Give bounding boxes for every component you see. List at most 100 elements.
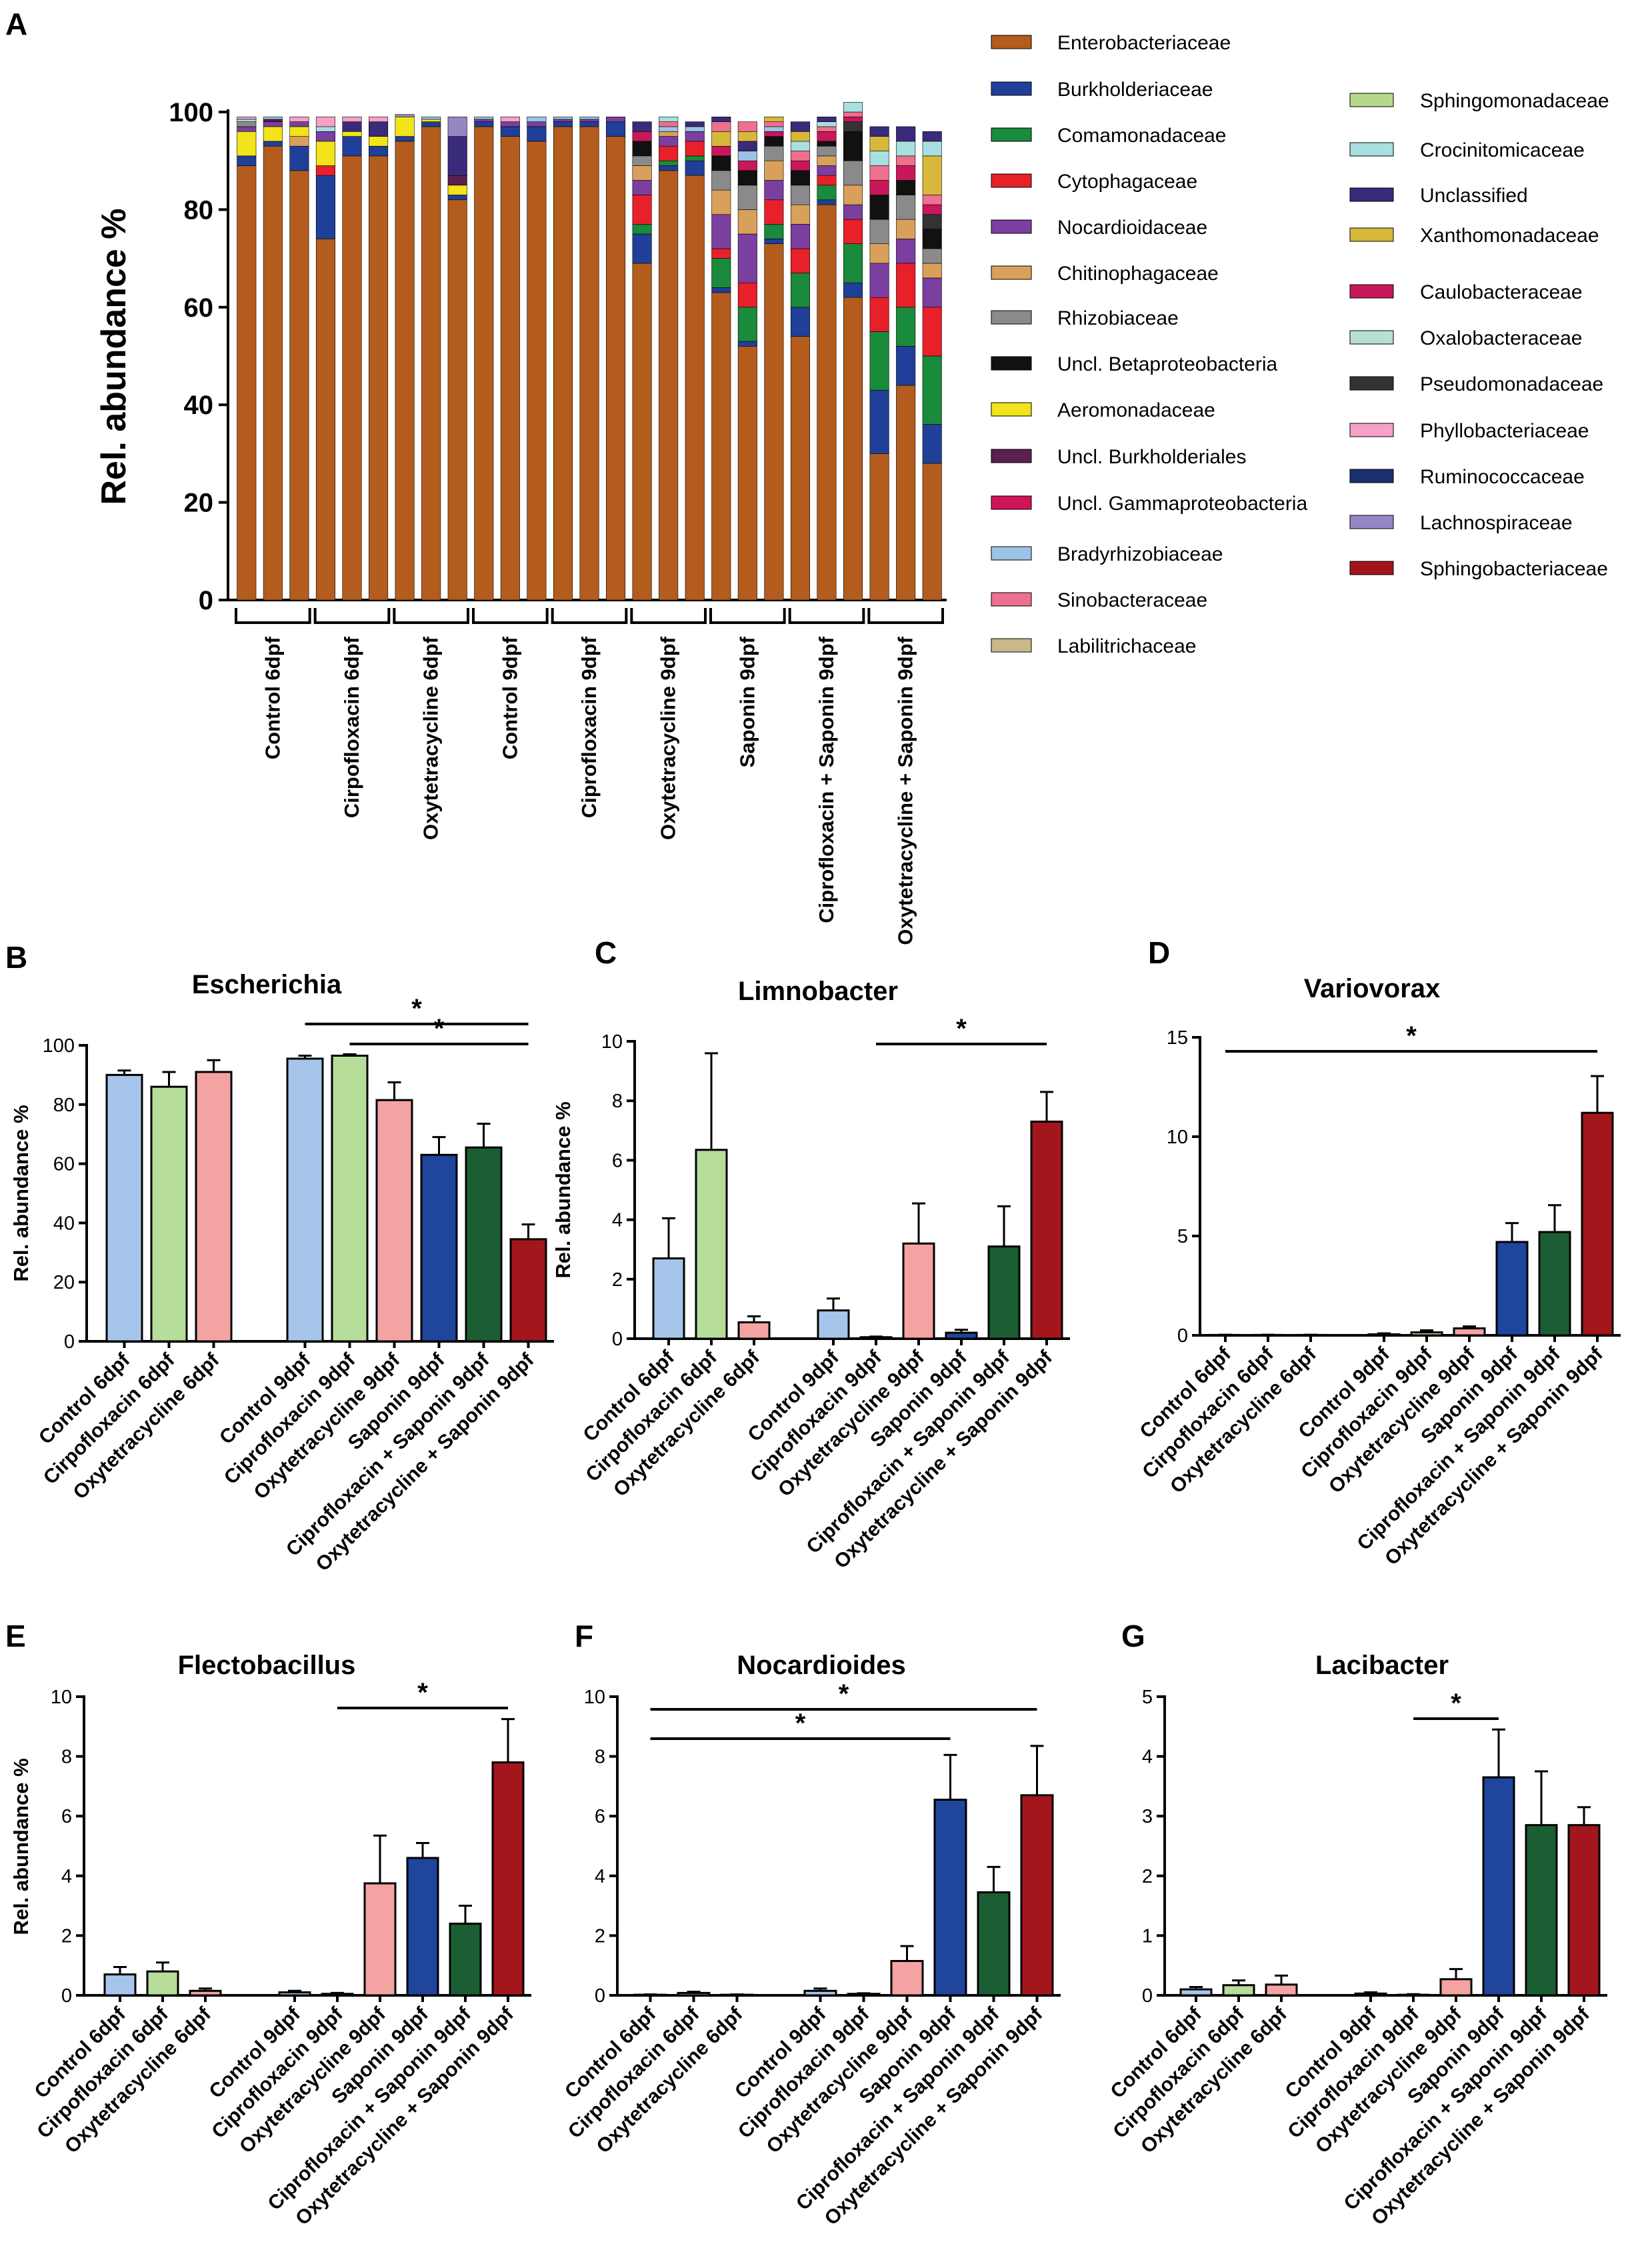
stack-segment-uncl-burkholderiales	[447, 175, 467, 186]
legend-swatch	[1349, 330, 1394, 345]
y-tick-label: 60	[184, 293, 214, 323]
group-bracket	[393, 608, 469, 624]
bar-control-6dpf	[105, 1073, 143, 1343]
significance-star: *	[1451, 1689, 1461, 1718]
bar-cirpofloxacin-6dpf	[150, 1085, 188, 1343]
stack-segment-enterobacteriaceae	[817, 204, 837, 601]
y-tick-label: 10	[51, 1687, 72, 1708]
stack-segment-burkholderiaceae	[711, 287, 731, 293]
stack-segment-rhizobiaceae	[790, 185, 810, 205]
legend-label: Burkholderiaceae	[1057, 79, 1213, 101]
stack-segment-enterobacteriaceae	[395, 141, 415, 601]
stack-segment-unclassified	[447, 136, 467, 176]
stack-segment-sinobacteraceae	[922, 195, 942, 205]
stack-segment-uncl-betaproteobacteria	[869, 195, 889, 220]
legend-label: Pseudomonadaceae	[1420, 373, 1603, 395]
legend-label: Aeromonadaceae	[1057, 399, 1215, 421]
stack-segment-burkholderiaceae	[421, 121, 441, 127]
legend-swatch	[991, 495, 1032, 510]
y-tick-label: 2	[1142, 1866, 1153, 1887]
legend-label: Comamonadaceae	[1057, 125, 1227, 147]
stack-segment-aeromonadaceae	[447, 185, 467, 195]
bar-cirpofloxacin-6dpf	[1222, 1984, 1255, 1997]
y-axis-label: Rel. abundance %	[9, 1758, 33, 1935]
y-tick-label: 60	[53, 1154, 75, 1175]
stack-segment-comamonadaceae	[843, 243, 863, 283]
stack-segment-nocardioidaceae	[843, 204, 863, 220]
group-label: Saponin 9dpf	[735, 636, 759, 767]
legend-label: Rhizobiaceae	[1057, 307, 1179, 329]
stack-segment-enterobacteriaceae	[315, 239, 335, 601]
bar-oxytetracycline-saponin-9dpf	[509, 1238, 547, 1343]
stack-segment-enterobacteriaceae	[896, 385, 916, 601]
panel-label-a: A	[5, 7, 27, 41]
stack-segment-cytophagaceae	[869, 297, 889, 332]
group-label: Cirpofloxacin 6dpf	[340, 636, 363, 818]
stack-segment-comamonadaceae	[817, 185, 837, 201]
bar-oxytetracycline-saponin-9dpf	[1020, 1794, 1054, 1997]
stack-segment-enterobacteriaceae	[263, 145, 283, 601]
stack-segment-unclassified	[817, 117, 837, 122]
y-tick-label: 80	[184, 195, 214, 225]
stack-segment-rhizobiaceae	[896, 195, 916, 220]
bar-ciprofloxacin-saponin-9dpf	[1525, 1824, 1558, 1997]
stack-segment-unclassified	[632, 121, 652, 132]
stack-segment-bradyrhizobiaceae	[579, 117, 599, 120]
y-tick-label: 0	[595, 1985, 605, 2007]
stack-segment-cytophagaceae	[922, 307, 942, 357]
legend-swatch	[1349, 187, 1394, 202]
y-tick-label: 80	[53, 1095, 75, 1116]
stack-segment-burkholderiaceae	[263, 141, 283, 147]
stack-segment-aeromonadaceae	[263, 126, 283, 142]
y-tick-label: 2	[61, 1925, 72, 1947]
stack-segment-nocardioidaceae	[869, 263, 889, 298]
stack-segment-lachnospiraceae	[447, 117, 467, 137]
bar-ciprofloxacin-9dpf	[321, 1993, 354, 1997]
y-axis-label: Rel. abundance %	[95, 209, 133, 505]
y-tick-label: 40	[184, 391, 214, 420]
stack-segment-rhizobiaceae	[922, 248, 942, 264]
stack-segment-phyllobacteriaceae	[369, 117, 389, 122]
stack-segment-caulobacteraceae	[817, 131, 837, 142]
y-axis-label: Rel. abundance %	[9, 1105, 33, 1281]
significance-star: *	[417, 1678, 428, 1707]
panel-label-b: B	[5, 940, 27, 975]
y-tick-label: 0	[1177, 1325, 1188, 1347]
bar-ciprofloxacin-saponin-9dpf	[987, 1245, 1021, 1340]
bar-cirpofloxacin-6dpf	[146, 1970, 179, 1997]
stack-segment-unclassified	[711, 117, 731, 122]
stack-segment-chitinophagaceae	[764, 160, 784, 181]
stack-segment-enterobacteriaceae	[711, 292, 731, 601]
bar-oxytetracycline-saponin-9dpf	[1030, 1120, 1063, 1340]
y-tick-label: 4	[1142, 1747, 1153, 1768]
stack-segment-burkholderiaceae	[632, 233, 652, 264]
stack-segment-pseudomonadaceae	[843, 121, 863, 132]
stack-segment-comamonadaceae	[896, 307, 916, 347]
y-tick-label: 4	[595, 1866, 605, 1887]
stack-segment-xanthomonadaceae	[737, 131, 757, 142]
legend-label: Ruminococcaceae	[1420, 466, 1585, 488]
stack-segment-chitinophagaceae	[817, 155, 837, 166]
stack-segment-nocardioidaceae	[527, 121, 547, 127]
y-tick-label: 6	[595, 1806, 605, 1827]
stack-segment-nocardioidaceae	[500, 121, 520, 127]
legend-label: Caulobacteraceae	[1420, 281, 1583, 303]
stack-segment-burkholderiaceae	[237, 155, 257, 166]
stack-segment-chitinophagaceae	[869, 243, 889, 264]
stack-segment-burkholderiaceae	[922, 424, 942, 464]
stack-segment-xanthomonadaceae	[869, 136, 889, 151]
bar-control-9dpf	[1354, 1992, 1387, 1997]
bar-saponin-9dpf	[1495, 1241, 1529, 1337]
y-tick-label: 0	[612, 1329, 623, 1350]
legend-swatch	[1349, 93, 1394, 107]
bar-ciprofloxacin-saponin-9dpf	[977, 1891, 1011, 1997]
stack-segment-burkholderiaceae	[869, 389, 889, 454]
legend-label: Xanthomonadaceae	[1420, 225, 1599, 247]
legend-label: Sinobacteraceae	[1057, 589, 1207, 611]
legend-swatch	[991, 592, 1032, 607]
group-bracket	[313, 608, 391, 624]
panel-a-stacked-chart: 0 20 40 60 80 100 Rel. abundance % Control 6dpf…	[95, 98, 947, 945]
chart-title: Escherichia	[192, 970, 342, 999]
panel-a-legend: Enterobacteriaceae Burkholderiaceae Comamo…	[991, 32, 1609, 657]
stack-segment-enterobacteriaceae	[869, 453, 889, 601]
